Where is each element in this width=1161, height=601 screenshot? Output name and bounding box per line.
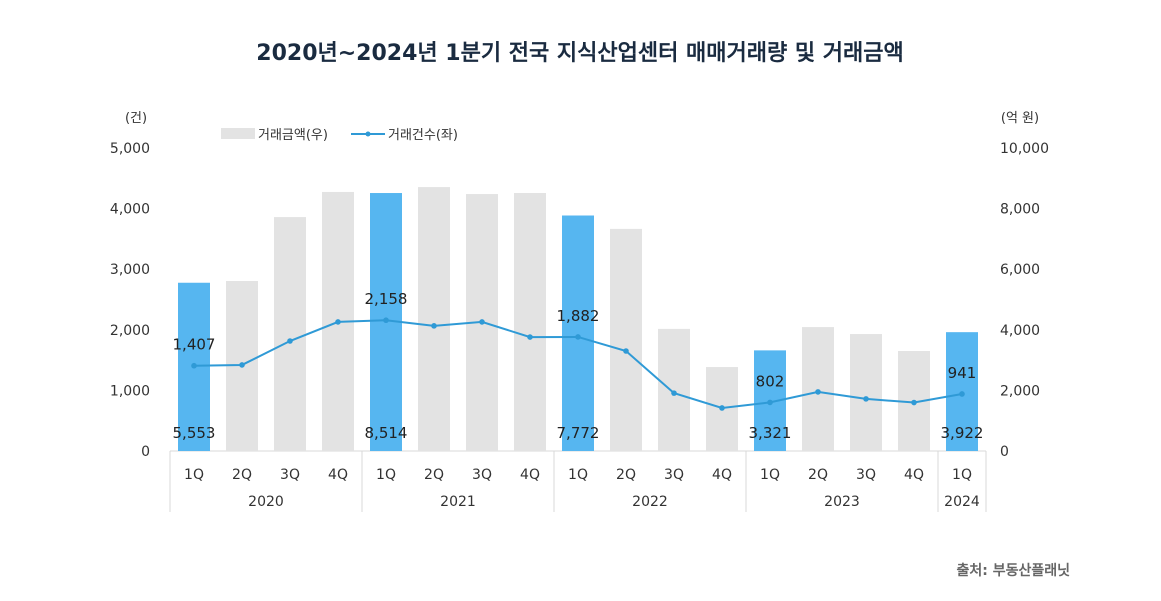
legend-line-label: 거래건수(좌) [388, 128, 458, 143]
bar-amount [562, 215, 594, 451]
quarter-tick-label: 3Q [664, 467, 684, 483]
quarter-tick-label: 4Q [712, 467, 732, 483]
quarter-tick-label: 1Q [760, 467, 780, 483]
line-data-label: 941 [948, 364, 977, 382]
bar-amount [274, 217, 306, 451]
bar-data-label: 3,922 [941, 424, 984, 442]
quarter-tick-label: 2Q [424, 467, 444, 483]
left-tick-label: 0 [141, 444, 150, 460]
line-point [911, 399, 917, 406]
quarter-tick-label: 1Q [568, 467, 588, 483]
right-tick-label: 8,000 [1000, 202, 1040, 218]
line-point [479, 319, 485, 325]
right-tick-label: 4,000 [1000, 323, 1040, 339]
quarter-tick-label: 3Q [472, 467, 492, 483]
right-tick-label: 2,000 [1000, 383, 1040, 399]
year-tick-label: 2023 [824, 494, 860, 510]
year-tick-label: 2020 [248, 494, 284, 510]
quarter-tick-label: 1Q [952, 467, 972, 483]
bar-amount [610, 228, 642, 451]
line-data-label: 1,407 [173, 336, 216, 354]
year-tick-label: 2024 [944, 494, 980, 510]
line-point [527, 334, 533, 340]
bar-amount [802, 327, 834, 451]
quarter-tick-label: 2Q [616, 467, 636, 483]
year-tick-label: 2021 [440, 494, 476, 510]
line-point [767, 399, 773, 406]
line-point [623, 348, 629, 354]
legend-bar-label: 거래금액(우) [258, 128, 328, 143]
line-point [719, 405, 725, 411]
chart-title: 2020년~2024년 1분기 전국 지식산업센터 매매거래량 및 거래금액 [256, 41, 903, 66]
left-axis-unit: (건) [125, 111, 147, 126]
quarter-tick-label: 3Q [856, 467, 876, 483]
line-point [383, 317, 389, 324]
left-tick-label: 1,000 [110, 383, 150, 399]
left-tick-label: 3,000 [110, 262, 150, 278]
left-tick-label: 4,000 [110, 202, 150, 218]
quarter-tick-label: 4Q [328, 467, 348, 483]
legend-line-marker [365, 131, 371, 137]
line-point [431, 323, 437, 329]
quarter-tick-label: 2Q [232, 467, 252, 483]
bar-amount [514, 192, 546, 452]
quarter-tick-label: 4Q [520, 467, 540, 483]
quarter-tick-label: 1Q [184, 467, 204, 483]
line-point [671, 390, 677, 396]
quarter-tick-label: 1Q [376, 467, 396, 483]
line-point [959, 391, 965, 397]
quarter-tick-label: 4Q [904, 467, 924, 483]
line-point [575, 334, 581, 340]
quarter-tick-label: 3Q [280, 467, 300, 483]
right-tick-label: 0 [1000, 444, 1009, 460]
legend: 거래금액(우) 거래건수(좌) [221, 128, 458, 143]
bar-data-label: 7,772 [557, 424, 600, 442]
left-tick-label: 2,000 [110, 323, 150, 339]
bar-amount [418, 187, 450, 451]
bar-amount [658, 328, 690, 451]
bar-data-label: 5,553 [173, 424, 216, 442]
year-tick-label: 2022 [632, 494, 668, 510]
line-data-label: 1,882 [557, 307, 600, 325]
source-note: 출처: 부동산플래닛 [956, 562, 1070, 579]
bar-data-label: 3,321 [749, 424, 792, 442]
bar-data-label: 8,514 [365, 424, 408, 442]
line-point [191, 362, 197, 369]
right-tick-label: 6,000 [1000, 262, 1040, 278]
quarter-tick-label: 2Q [808, 467, 828, 483]
line-point [863, 396, 869, 402]
bar-amount [850, 334, 882, 451]
line-point [239, 362, 245, 368]
line-data-label: 2,158 [365, 290, 408, 308]
line-point [815, 389, 821, 395]
legend-bar-swatch [221, 128, 255, 139]
right-axis-unit: (억 원) [1001, 111, 1039, 126]
line-data-label: 802 [756, 372, 785, 390]
line-point [287, 338, 293, 344]
right-tick-label: 10,000 [1000, 141, 1049, 157]
line-point [335, 319, 341, 325]
left-tick-label: 5,000 [110, 141, 150, 157]
